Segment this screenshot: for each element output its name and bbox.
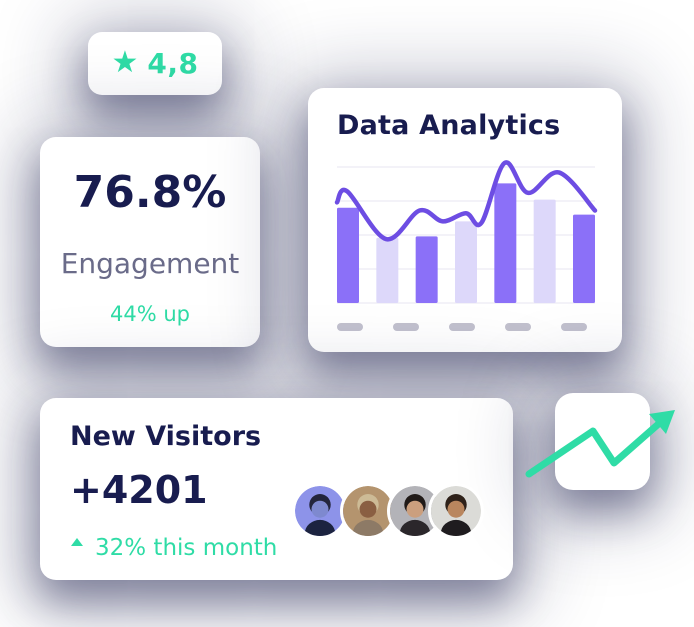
visitors-delta: 32% this month	[71, 535, 277, 561]
analytics-card: Data Analytics	[308, 88, 622, 352]
trend-up-arrow-icon	[525, 410, 675, 478]
analytics-title: Data Analytics	[337, 110, 561, 141]
engagement-percent: 76.8%	[73, 167, 227, 218]
visitors-delta-text: 32% this month	[95, 535, 278, 561]
triangle-up-icon	[71, 538, 83, 546]
visitors-title: New Visitors	[70, 421, 262, 452]
avatar-3	[387, 483, 443, 539]
rating-card: ★ 4,8	[88, 32, 222, 95]
engagement-label: Engagement	[60, 247, 240, 280]
star-icon: ★	[111, 44, 139, 80]
visitors-count: +4201	[70, 468, 208, 512]
avatar-4	[428, 483, 484, 539]
engagement-card: 76.8% Engagement 44% up	[40, 137, 260, 347]
avatar-group	[40, 398, 513, 580]
axis-dash	[393, 323, 419, 331]
axis-dash	[337, 323, 363, 331]
axis-dash	[561, 323, 587, 331]
rating-value: 4,8	[147, 47, 199, 80]
axis-dash	[505, 323, 531, 331]
visitors-card: New Visitors +4201 32% this month	[40, 398, 513, 580]
engagement-delta: 44% up	[110, 302, 190, 326]
analytics-chart	[334, 160, 598, 304]
x-axis-dashes	[337, 323, 587, 331]
axis-dash	[449, 323, 475, 331]
